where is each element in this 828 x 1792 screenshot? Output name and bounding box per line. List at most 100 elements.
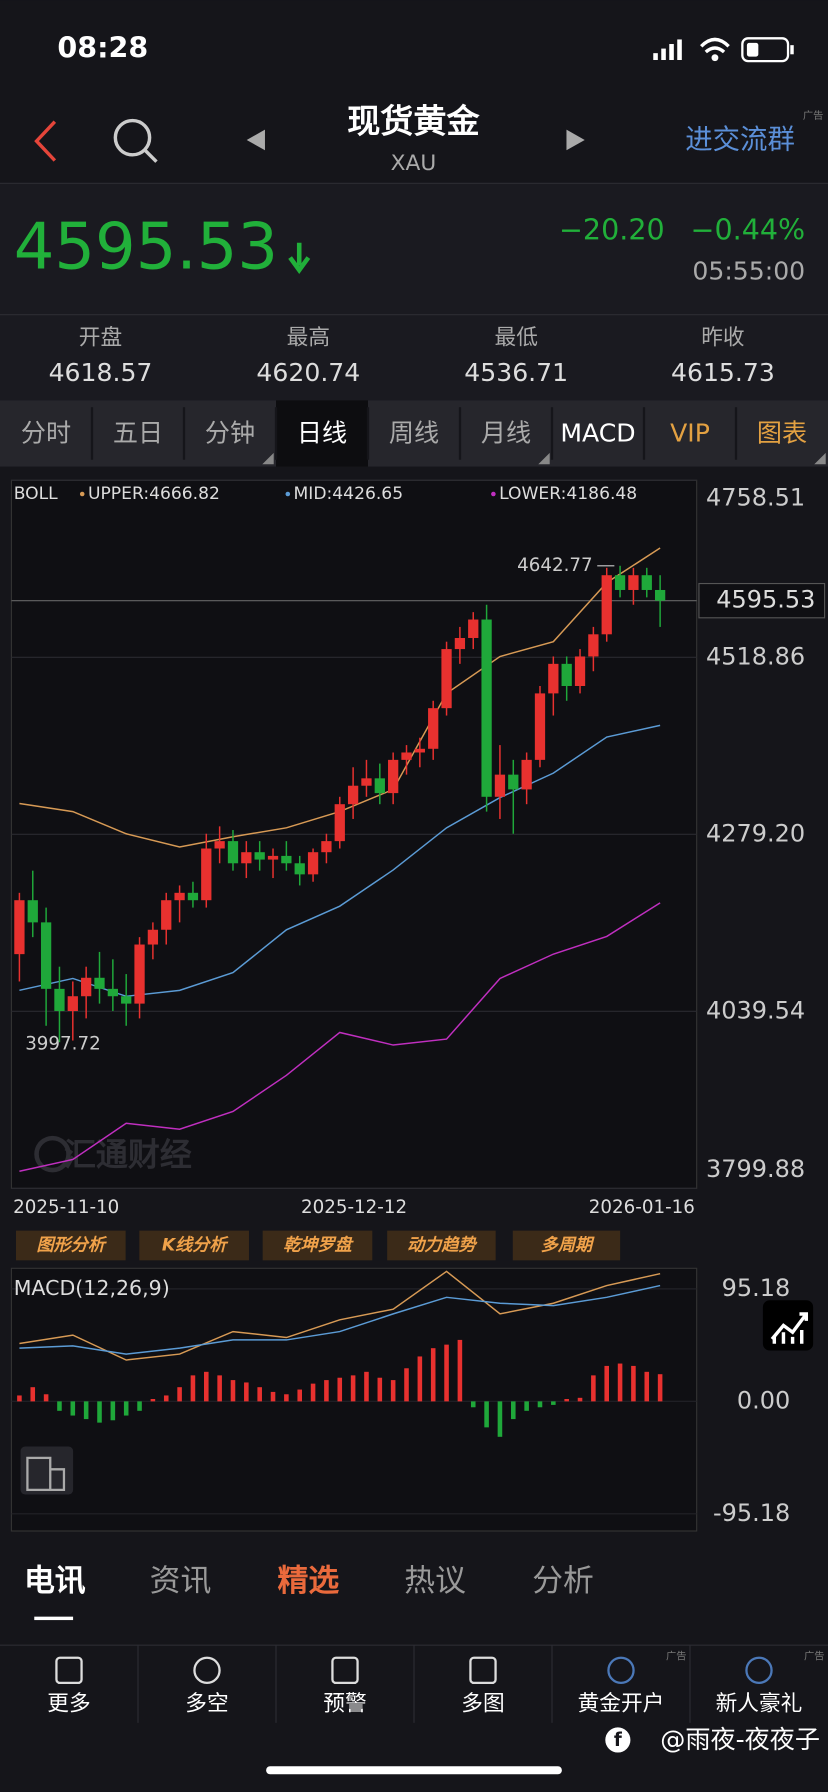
tab[interactable]: 分钟: [205, 419, 255, 448]
candle-body: [481, 619, 492, 797]
quote-panel: [0, 183, 828, 401]
y-tick-label: 4518.86: [706, 642, 805, 670]
macd-bar: [511, 1401, 516, 1420]
candle-body: [14, 900, 25, 955]
back-button[interactable]: [34, 120, 57, 162]
tab-selected: [276, 400, 368, 467]
macd-bar: [204, 1371, 209, 1402]
indicator-button[interactable]: [762, 1300, 814, 1351]
macd-bar: [337, 1377, 343, 1402]
stat-value: 4615.73: [671, 358, 775, 387]
macd-bar: [324, 1380, 329, 1402]
macd-bar: [257, 1387, 262, 1402]
nav-icon-shape: [193, 1656, 221, 1685]
candle-body: [174, 892, 185, 901]
legend-name: BOLL: [14, 484, 58, 504]
kline: 4758.51 4518.86 4279.20 4039.54 3799.88 4595.…: [11, 479, 826, 1218]
tool-button[interactable]: [15, 1230, 126, 1261]
prev-symbol[interactable]: [246, 129, 265, 151]
last-price-label: 4595.53: [716, 586, 815, 614]
macd-bar: [70, 1401, 76, 1416]
legend-dot: [79, 491, 85, 497]
tools: 图形分析 K线分析 乾坤罗盘 动力趋势 多周期: [15, 1230, 621, 1261]
tool-label: 动力趋势: [407, 1235, 477, 1255]
group-link[interactable]: 进交流群: [685, 125, 795, 156]
tab[interactable]: 分时: [21, 419, 71, 448]
candle-body: [388, 759, 399, 794]
tool-button[interactable]: [139, 1230, 249, 1261]
macd-bar: [244, 1382, 249, 1402]
candle-body: [27, 900, 38, 923]
nav-label[interactable]: 黄金开户: [578, 1692, 665, 1717]
nav-label[interactable]: 多空: [185, 1692, 228, 1717]
candle-body: [161, 900, 172, 930]
macd-bar: [537, 1401, 543, 1408]
tab[interactable]: 周线: [389, 419, 439, 448]
tab[interactable]: VIP: [670, 419, 710, 448]
stat-value: 4620.74: [256, 358, 360, 387]
macd-bar: [310, 1383, 316, 1402]
next-symbol[interactable]: [566, 129, 585, 151]
tab[interactable]: 日线: [297, 419, 347, 448]
macd-bar: [17, 1395, 22, 1402]
nav-label[interactable]: 更多: [47, 1692, 90, 1717]
nav-label[interactable]: 预警: [323, 1692, 366, 1717]
news-tab[interactable]: 资讯: [150, 1563, 212, 1599]
nav-label[interactable]: 新人豪礼: [716, 1692, 803, 1717]
tool-button[interactable]: [387, 1230, 496, 1261]
search-button[interactable]: [113, 118, 158, 163]
tool-button[interactable]: [262, 1230, 373, 1261]
tool-button[interactable]: [512, 1230, 621, 1261]
macd-bar: [444, 1344, 449, 1402]
indicator-line: [19, 1270, 661, 1361]
news-tab[interactable]: 精选: [278, 1563, 340, 1599]
watermark-logo: [34, 1135, 71, 1173]
candle-body: [254, 852, 265, 860]
nav-label[interactable]: 多图: [461, 1692, 504, 1717]
candle-body: [134, 944, 145, 1004]
macd-bar: [177, 1387, 182, 1402]
change-pct: −0.44%: [691, 212, 806, 246]
tab[interactable]: 月线: [481, 419, 531, 448]
tab[interactable]: 图表: [757, 419, 807, 448]
nav-icon: [607, 1656, 635, 1685]
news-tab[interactable]: 热议: [404, 1563, 466, 1599]
candle-body: [414, 748, 425, 753]
legend-dot: [491, 491, 496, 497]
candle-body: [361, 778, 372, 786]
macd-bar: [564, 1399, 569, 1402]
macd-bar: [497, 1401, 503, 1437]
macd-bar: [457, 1339, 463, 1402]
stats: 开盘 4618.57 最高 4620.74 最低 4536.71 昨收 4615.73: [49, 326, 775, 387]
candle-body: [614, 575, 626, 590]
candle-body: [561, 663, 572, 687]
nav-icon: [745, 1656, 773, 1685]
macd-bar: [123, 1401, 129, 1416]
tool-label: 图形分析: [37, 1235, 108, 1255]
stat-value: 4536.71: [464, 358, 568, 387]
candle-body: [307, 852, 319, 875]
rotate-button[interactable]: [20, 1446, 74, 1495]
candle-body: [401, 752, 412, 760]
x-tick-label: 2025-11-10: [13, 1197, 119, 1218]
candle-body: [334, 804, 345, 842]
nav-icon: [469, 1656, 497, 1685]
news-tab[interactable]: 分析: [532, 1563, 594, 1599]
candle-body: [294, 863, 305, 875]
last-price-box: [698, 582, 826, 619]
tool-label: 多周期: [541, 1235, 595, 1255]
candle-body: [347, 785, 359, 805]
candle-body: [147, 929, 159, 945]
macd-bar: [470, 1401, 476, 1408]
candle-body: [107, 988, 118, 997]
news-tab[interactable]: 电讯: [24, 1563, 86, 1599]
legend-item: UPPER:4666.82: [88, 484, 220, 504]
macd-bar: [30, 1387, 36, 1402]
ad-tag: 广告: [803, 109, 824, 122]
candle-body: [94, 977, 105, 989]
indicator-line: [19, 902, 661, 1172]
candle-body: [67, 996, 78, 1012]
tab[interactable]: 五日: [113, 419, 163, 448]
tab[interactable]: MACD: [560, 419, 635, 448]
